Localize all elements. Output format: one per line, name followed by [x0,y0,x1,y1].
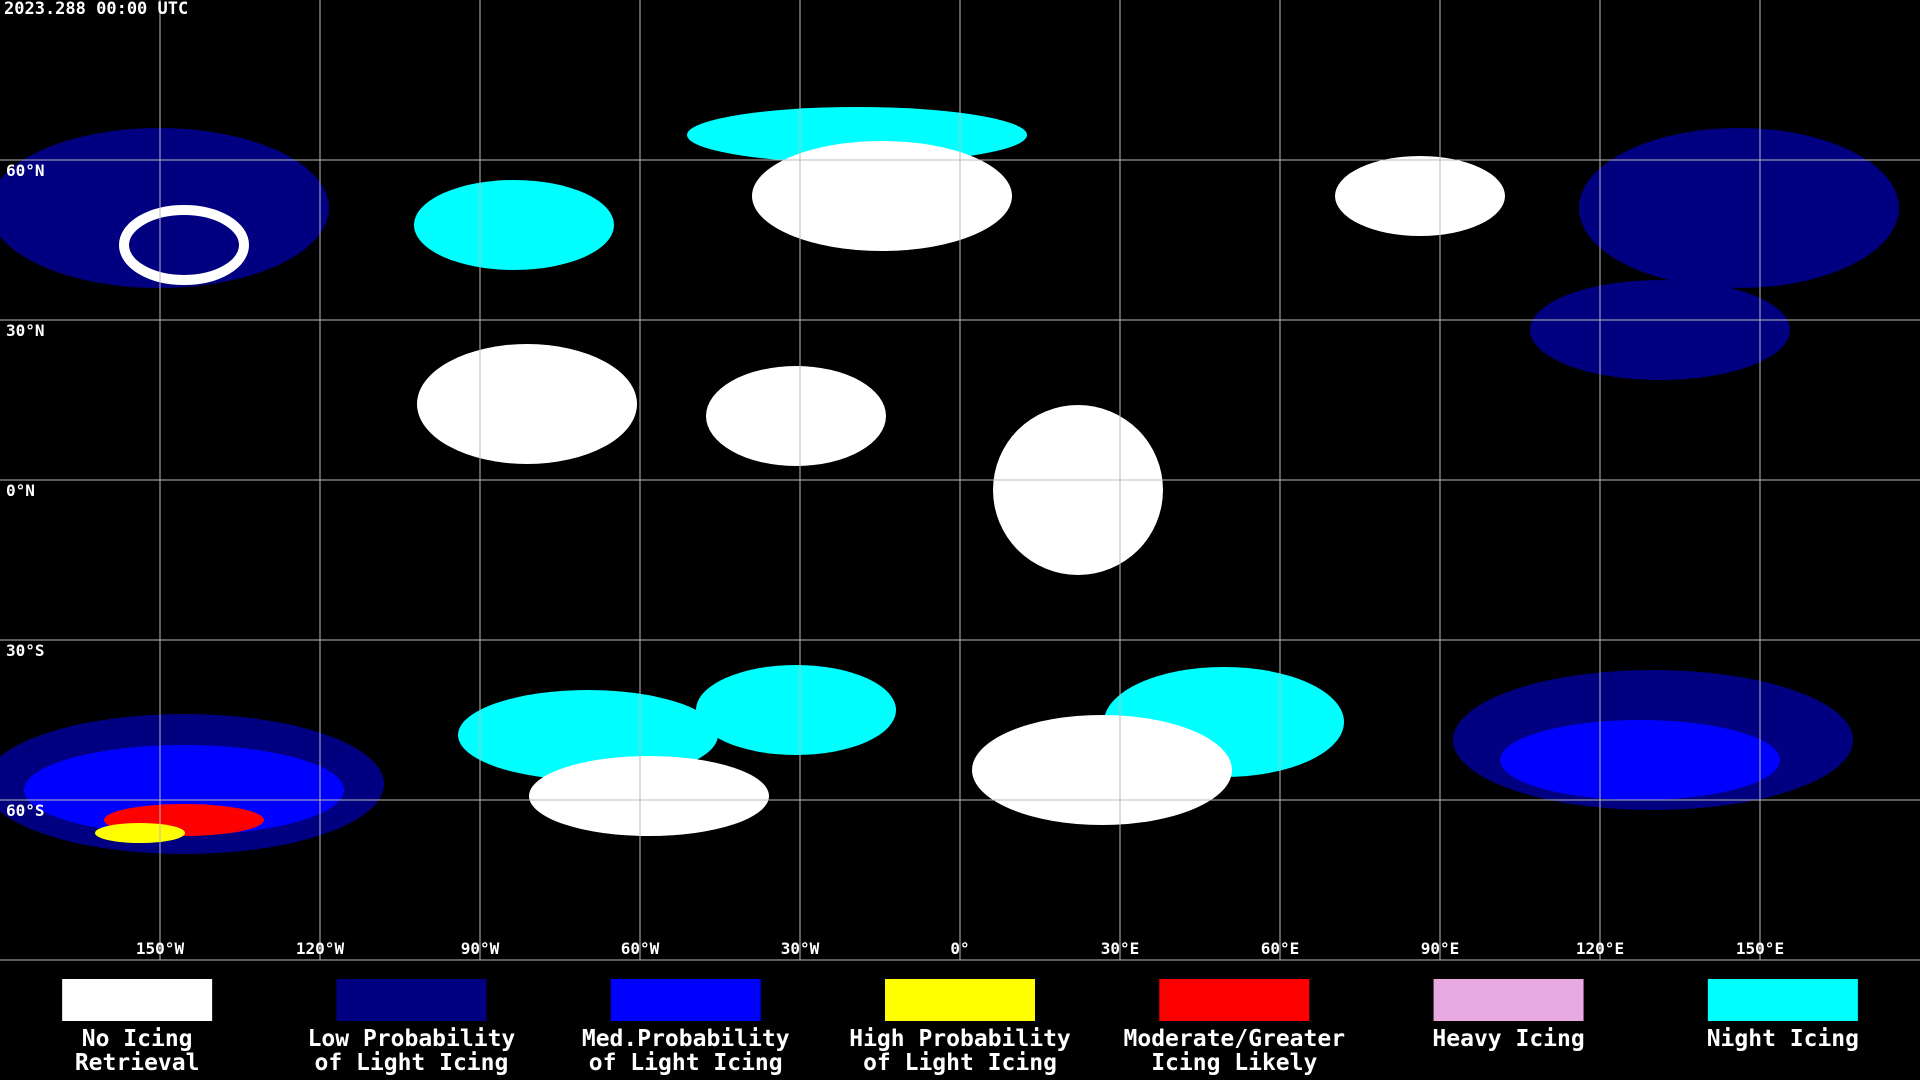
legend-label: Med.Probability [582,1026,790,1052]
legend-label: Moderate/Greater [1124,1026,1346,1052]
lon-label: 60°E [1261,939,1300,958]
legend-label: of Light Icing [863,1050,1057,1076]
legend-swatch [62,979,213,1021]
legend-label: No Icing [82,1026,193,1052]
lat-label: 30°N [6,321,45,340]
lon-label: 30°E [1101,939,1140,958]
legend-swatch [1707,979,1858,1021]
legend-label: of Light Icing [589,1050,783,1076]
cloud [119,205,249,285]
lon-label: 90°W [461,939,500,958]
cloud [1335,156,1505,236]
lon-label: 0° [950,939,969,958]
cloud [1530,280,1790,380]
lon-label: 60°W [621,939,660,958]
legend-swatch [610,979,761,1021]
lat-label: 30°S [6,641,45,660]
lat-label: 60°N [6,161,45,180]
cloud [1579,128,1899,288]
cloud [24,745,344,835]
legend-label: Icing Likely [1151,1050,1317,1076]
cloud [414,180,614,270]
legend-label: Heavy Icing [1432,1026,1584,1052]
lon-label: 150°E [1736,939,1784,958]
legend-swatch [336,979,487,1021]
cloud [529,756,769,836]
lon-label: 120°E [1576,939,1624,958]
cloud [706,366,886,466]
legend-swatch [1433,979,1584,1021]
cloud [993,405,1163,575]
lon-label: 30°W [781,939,820,958]
legend-swatch [1159,979,1310,1021]
lat-label: 0°N [6,481,35,500]
legend-label: Low Probability [308,1026,516,1052]
cloud [1500,720,1780,800]
cloud [972,715,1232,825]
cloud-field [0,107,1899,854]
legend-label: Retrieval [75,1050,200,1076]
lat-label: 60°S [6,801,45,820]
lon-label: 90°E [1421,939,1460,958]
legend-swatch [885,979,1035,1021]
timestamp: 2023.288 00:00 UTC [4,0,188,19]
cloud [696,665,896,755]
lon-label: 120°W [296,939,345,958]
legend-label: Night Icing [1707,1026,1859,1052]
cloud [752,141,1012,251]
cloud [95,823,185,843]
legend-label: of Light Icing [314,1050,508,1076]
graticule: 60°N 30°N 0°N 30°S 60°S 150°W 120°W 90°W 60°W 30°… [0,0,1920,961]
legend-label: High Probability [849,1026,1071,1052]
lon-label: 150°W [136,939,185,958]
cloud [417,344,637,464]
